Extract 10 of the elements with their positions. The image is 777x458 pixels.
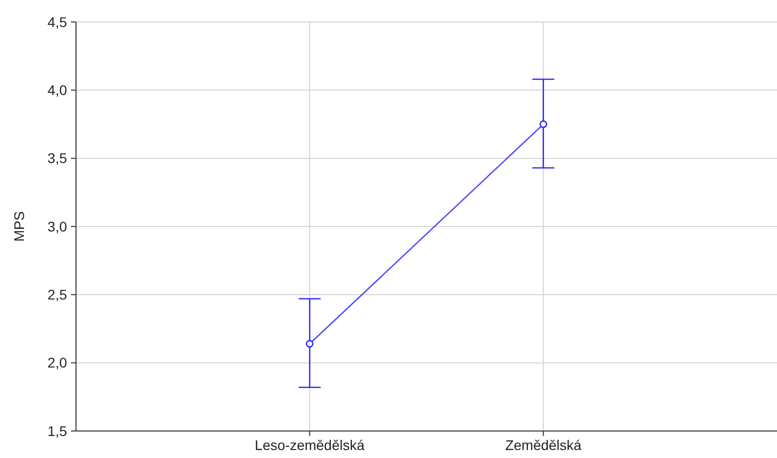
y-tick-label: 3,5	[48, 150, 68, 166]
y-tick-label: 1,5	[48, 422, 68, 439]
y-tick-label: 3,0	[48, 218, 68, 234]
x-tick-label: Leso-zemědělská	[254, 437, 365, 453]
y-tick-label: 2,5	[48, 286, 68, 303]
y-axis-title: MPS	[11, 211, 27, 242]
y-tick-label: 4,5	[48, 14, 68, 30]
y-tick-label: 2,0	[48, 354, 68, 371]
x-tick-label: Zemědělská	[505, 437, 582, 453]
y-tick-label: 4,0	[48, 82, 68, 98]
